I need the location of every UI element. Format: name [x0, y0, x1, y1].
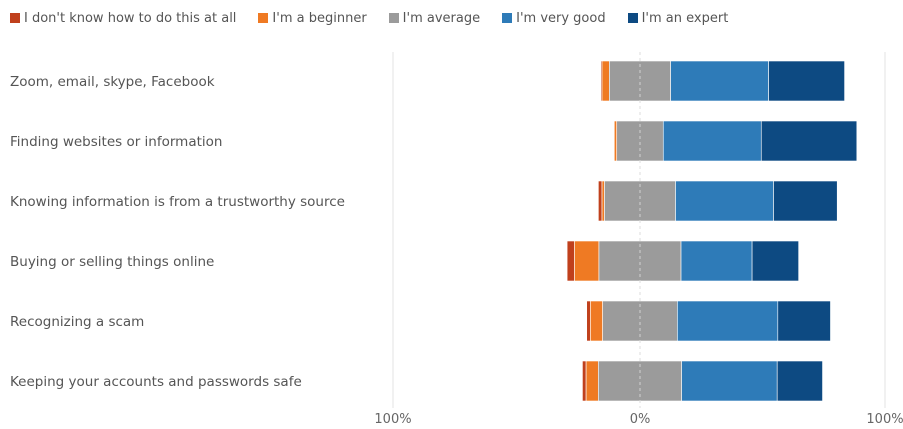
bar-segment	[574, 240, 600, 282]
bar-segment	[681, 360, 778, 402]
legend-label: I don't know how to do this at all	[24, 10, 237, 26]
bar-segment	[601, 180, 605, 222]
category-label: Zoom, email, skype, Facebook	[10, 74, 215, 90]
bar-segment	[777, 300, 831, 342]
bar-segment	[670, 60, 769, 102]
legend-swatch	[10, 13, 20, 23]
legend-item: I'm a beginner	[258, 10, 367, 26]
legend-item: I'm an expert	[627, 10, 729, 26]
bar-segment	[590, 300, 603, 342]
bar-segment	[662, 120, 762, 162]
bar-segment	[613, 120, 618, 162]
bar-segment	[586, 300, 591, 342]
bar-segment	[776, 360, 823, 402]
bar-segment	[601, 60, 610, 102]
x-tick-label: 100%	[374, 412, 411, 427]
bar-segment	[677, 300, 779, 342]
legend-label: I'm an expert	[641, 10, 729, 26]
bar-segment	[675, 180, 774, 222]
legend-swatch	[388, 13, 399, 23]
bar-segment	[773, 180, 838, 222]
category-label: Knowing information is from a trustworth…	[10, 194, 345, 210]
legend-label: I'm average	[402, 10, 481, 26]
x-tick-label: 0%	[630, 412, 651, 427]
bar-segment	[751, 240, 799, 282]
bar-segment	[760, 120, 858, 162]
legend-item: I don't know how to do this at all	[10, 11, 236, 26]
bar-segment	[768, 60, 845, 102]
legend-label: I'm a beginner	[272, 10, 367, 26]
bar-segment	[582, 360, 587, 402]
legend-item: I'm very good	[502, 10, 606, 26]
category-label: Finding websites or information	[10, 134, 222, 150]
bar-segment	[585, 360, 599, 402]
category-label: Recognizing a scam	[10, 314, 144, 330]
category-label: Buying or selling things online	[10, 254, 214, 270]
chart-legend: I don't know how to do this at all I'm a …	[10, 8, 750, 28]
legend-swatch	[258, 13, 269, 23]
legend-swatch	[627, 13, 638, 23]
legend-label: I'm very good	[516, 10, 606, 26]
bar-segment	[680, 240, 753, 282]
x-tick-label: 100%	[866, 412, 903, 427]
category-label: Keeping your accounts and passwords safe	[10, 374, 302, 390]
bar-segment	[566, 240, 575, 282]
legend-swatch	[502, 13, 513, 23]
legend-item: I'm average	[388, 10, 481, 26]
bar-segment	[598, 180, 603, 222]
